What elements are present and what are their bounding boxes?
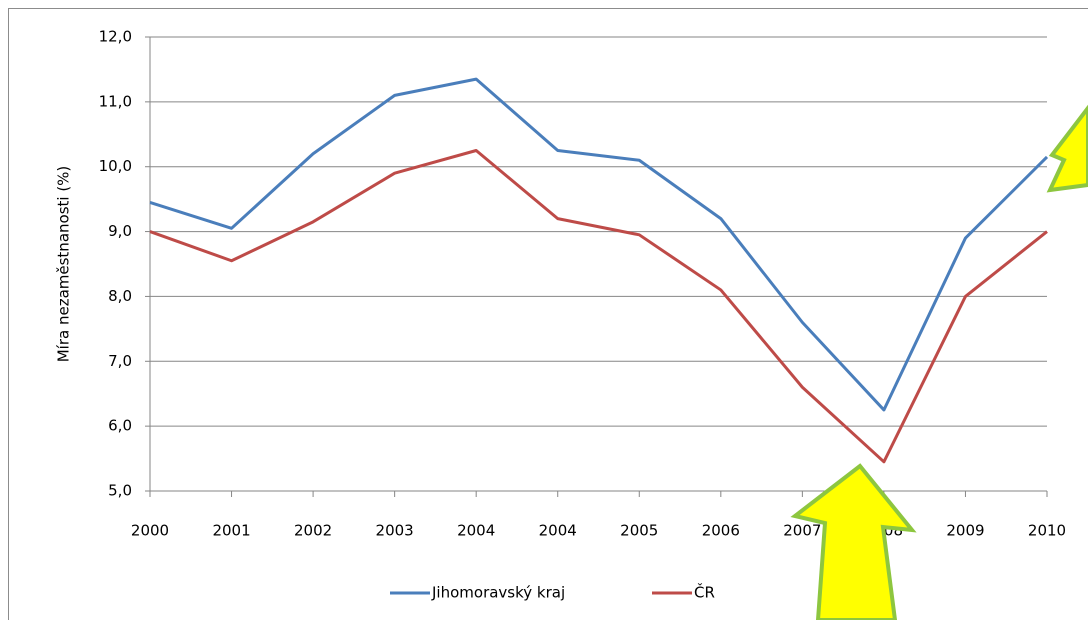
- y-axis-label: Míra nezaměstnanosti (%): [55, 166, 73, 363]
- y-tick-label: 12,0: [99, 28, 132, 46]
- y-tick-label: 7,0: [108, 352, 132, 370]
- y-tick-label: 10,0: [99, 157, 132, 175]
- yellow-arrow: [790, 463, 917, 620]
- legend-label: Jihomoravský kraj: [431, 584, 565, 602]
- chart-border: [8, 8, 1088, 620]
- x-tick-label: 2001: [212, 522, 250, 540]
- y-tick-label: 5,0: [108, 482, 132, 500]
- x-tick-label: 2004: [457, 522, 495, 540]
- x-tick-label: 2000: [131, 522, 169, 540]
- legend-label: ČR: [694, 583, 715, 602]
- x-tick-label: 2009: [946, 522, 984, 540]
- y-tick-label: 9,0: [108, 222, 132, 240]
- x-tick-label: 2007: [783, 522, 821, 540]
- series-line: [149, 149, 1048, 464]
- plot-area: 5,0 6,0 7,0 8,0 9,0 10,0 11,0 12,0 2000 2001 2002 2…: [99, 28, 1067, 602]
- yellow-arrow: [1046, 104, 1088, 193]
- y-tick-label: 6,0: [108, 417, 132, 435]
- y-tick-label: 11,0: [99, 92, 132, 110]
- y-tick-label: 8,0: [108, 287, 132, 305]
- x-tick-label: 2010: [1028, 522, 1066, 540]
- x-tick-label: 2005: [620, 522, 658, 540]
- x-tick-label: 2004: [539, 522, 577, 540]
- x-tick-label: 2003: [376, 522, 414, 540]
- x-tick-label: 2006: [702, 522, 740, 540]
- x-tick-label: 2002: [294, 522, 332, 540]
- series-line: [149, 77, 1049, 412]
